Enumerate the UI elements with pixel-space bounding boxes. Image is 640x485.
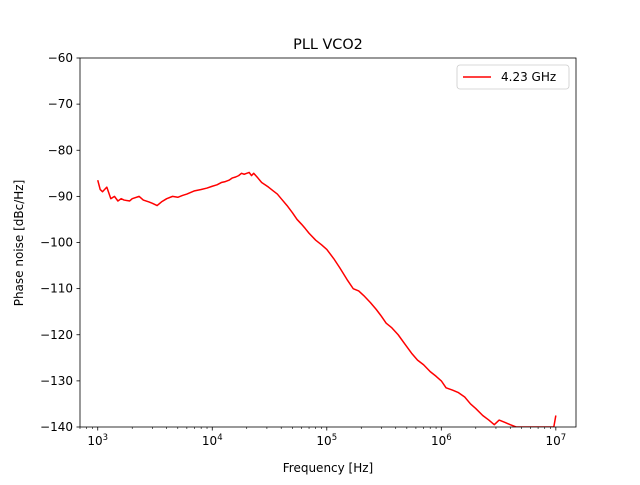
x-tick-label: 105 xyxy=(316,433,337,448)
x-tick-label: 106 xyxy=(431,433,452,448)
x-tick-label: 103 xyxy=(87,433,108,448)
y-tick-label: −140 xyxy=(40,420,73,434)
y-tick-label: −100 xyxy=(40,236,73,250)
y-tick-label: −130 xyxy=(40,374,73,388)
y-tick-label: −60 xyxy=(48,51,73,65)
chart-title: PLL VCO2 xyxy=(293,37,363,53)
y-tick-label: −110 xyxy=(40,282,73,296)
y-axis-label: Phase noise [dBc/Hz] xyxy=(12,180,26,307)
y-tick-label: −120 xyxy=(40,328,73,342)
legend-label: 4.23 GHz xyxy=(501,70,556,84)
x-axis-label: Frequency [Hz] xyxy=(283,461,374,475)
x-tick-label: 107 xyxy=(545,433,566,448)
y-axis: −60 −70 −80 −90 −100 −110 −120 −130 −140 xyxy=(40,51,80,434)
y-tick-label: −80 xyxy=(48,143,73,157)
x-axis: 103 104 105 106 107 xyxy=(79,427,566,448)
series-line-0 xyxy=(97,171,557,427)
y-tick-label: −70 xyxy=(48,97,73,111)
y-tick-label: −90 xyxy=(48,189,73,203)
x-tick-label: 104 xyxy=(202,433,223,448)
legend-box xyxy=(456,64,570,90)
legend: 4.23 GHz xyxy=(456,64,570,90)
